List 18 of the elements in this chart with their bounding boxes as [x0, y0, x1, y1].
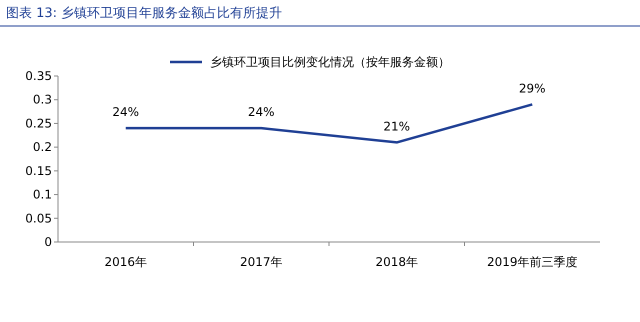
- x-tick-label: 2018年: [375, 255, 418, 269]
- y-tick-label: 0.1: [32, 188, 52, 202]
- data-label: 24%: [112, 105, 140, 120]
- x-tick-label: 2019年前三季度: [486, 255, 578, 269]
- data-label: 29%: [518, 81, 546, 96]
- y-tick-label: 0.05: [25, 211, 52, 226]
- y-tick-label: 0.15: [25, 164, 52, 178]
- y-tick-label: 0: [44, 235, 52, 249]
- data-label: 24%: [248, 105, 275, 120]
- data-label: 21%: [383, 119, 410, 134]
- y-tick-label: 0.2: [32, 140, 52, 154]
- x-tick-label: 2017年: [240, 255, 283, 269]
- y-tick-label: 0.3: [32, 92, 52, 107]
- y-tick-label: 0.25: [25, 116, 52, 130]
- chart-title: 图表 13: 乡镇环卫项目年服务金额占比有所提升: [6, 6, 282, 21]
- legend-label: 乡镇环卫项目比例变化情况（按年服务金额）: [210, 55, 450, 69]
- y-tick-label: 0.35: [25, 69, 52, 83]
- x-tick-label: 2016年: [104, 255, 148, 269]
